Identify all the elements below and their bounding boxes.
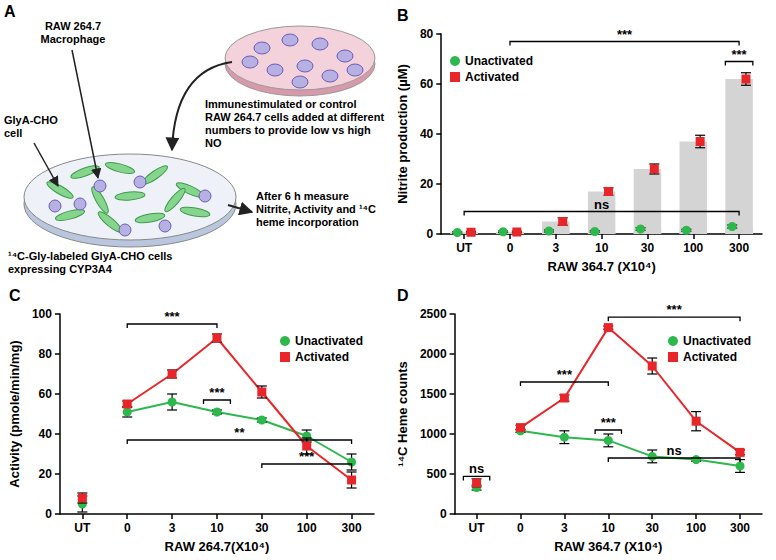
svg-text:300: 300 xyxy=(730,521,750,535)
svg-text:60: 60 xyxy=(420,77,434,91)
svg-text:RAW 264.7(X10⁴): RAW 264.7(X10⁴) xyxy=(165,539,270,554)
svg-text:***: *** xyxy=(667,302,683,317)
svg-text:80: 80 xyxy=(39,347,53,361)
svg-text:40: 40 xyxy=(39,427,53,441)
svg-text:¹⁴C Heme counts: ¹⁴C Heme counts xyxy=(395,361,410,466)
svg-text:20: 20 xyxy=(420,177,434,191)
html-text:¹⁴C-Gly-labeled GlyA-CHO cells: ¹⁴C-Gly-labeled GlyA-CHO cells expressin… xyxy=(8,250,173,275)
svg-text:100: 100 xyxy=(686,521,706,535)
svg-text:0: 0 xyxy=(427,227,434,241)
svg-text:100: 100 xyxy=(297,521,317,535)
svg-text:10: 10 xyxy=(595,241,609,255)
svg-text:C: C xyxy=(9,287,21,304)
svg-text:***: *** xyxy=(731,47,747,62)
svg-text:20: 20 xyxy=(39,467,53,481)
svg-text:30: 30 xyxy=(255,521,269,535)
svg-text:Activated: Activated xyxy=(465,70,519,84)
html-text:After 6 h measure Nitrite, Act: After 6 h measure Nitrite, Activity and … xyxy=(256,190,376,228)
svg-text:***: *** xyxy=(601,415,617,430)
svg-text:B: B xyxy=(397,7,409,24)
svg-text:ns: ns xyxy=(667,443,682,458)
svg-text:1500: 1500 xyxy=(420,387,447,401)
svg-text:0: 0 xyxy=(517,521,524,535)
svg-text:100: 100 xyxy=(683,241,703,255)
svg-text:80: 80 xyxy=(420,27,434,41)
svg-text:10: 10 xyxy=(210,521,224,535)
svg-text:3: 3 xyxy=(561,521,568,535)
svg-text:30: 30 xyxy=(641,241,655,255)
svg-text:0: 0 xyxy=(124,521,131,535)
svg-text:30: 30 xyxy=(646,521,660,535)
svg-text:60: 60 xyxy=(39,387,53,401)
svg-text:D: D xyxy=(397,287,409,304)
svg-text:2000: 2000 xyxy=(420,347,447,361)
svg-text:40: 40 xyxy=(420,127,434,141)
html-text:A: A xyxy=(4,3,16,20)
svg-text:ns: ns xyxy=(469,461,484,476)
svg-text:300: 300 xyxy=(729,241,749,255)
svg-text:0: 0 xyxy=(45,507,52,521)
svg-text:RAW 364.7 (X10⁴): RAW 364.7 (X10⁴) xyxy=(547,259,655,274)
svg-text:UT: UT xyxy=(74,521,91,535)
svg-text:Nitrite production (µM): Nitrite production (µM) xyxy=(395,64,410,204)
svg-text:Unactivated: Unactivated xyxy=(683,334,751,348)
svg-text:**: ** xyxy=(234,425,245,440)
svg-text:Unactivated: Unactivated xyxy=(465,54,533,68)
svg-text:UT: UT xyxy=(469,521,486,535)
svg-text:Unactivated: Unactivated xyxy=(295,334,363,348)
svg-text:***: *** xyxy=(299,449,315,464)
svg-text:0: 0 xyxy=(507,241,514,255)
svg-text:10: 10 xyxy=(602,521,616,535)
svg-text:Activated: Activated xyxy=(683,350,737,364)
svg-text:ns: ns xyxy=(594,197,609,212)
svg-text:3: 3 xyxy=(169,521,176,535)
svg-text:RAW 364.7 (X10⁴): RAW 364.7 (X10⁴) xyxy=(554,539,662,554)
svg-text:3: 3 xyxy=(552,241,559,255)
svg-text:***: *** xyxy=(617,27,633,42)
html-text:RAW 264.7 Macrophage: RAW 264.7 Macrophage xyxy=(40,20,106,45)
svg-text:500: 500 xyxy=(427,467,447,481)
svg-text:***: *** xyxy=(557,367,573,382)
svg-text:2500: 2500 xyxy=(420,307,447,321)
svg-text:1000: 1000 xyxy=(420,427,447,441)
svg-text:0: 0 xyxy=(440,507,447,521)
svg-text:Activity (pmole/min/mg): Activity (pmole/min/mg) xyxy=(7,340,22,487)
svg-text:Activated: Activated xyxy=(295,350,349,364)
svg-text:100: 100 xyxy=(32,307,52,321)
html-text:Immunestimulated or control RA: Immunestimulated or control RAW 264.7 ce… xyxy=(205,98,385,149)
svg-text:300: 300 xyxy=(342,521,362,535)
svg-text:***: *** xyxy=(164,309,180,324)
svg-text:UT: UT xyxy=(456,241,473,255)
html-text:GlyA-CHO cell: GlyA-CHO cell xyxy=(4,114,58,139)
svg-text:***: *** xyxy=(209,385,225,400)
